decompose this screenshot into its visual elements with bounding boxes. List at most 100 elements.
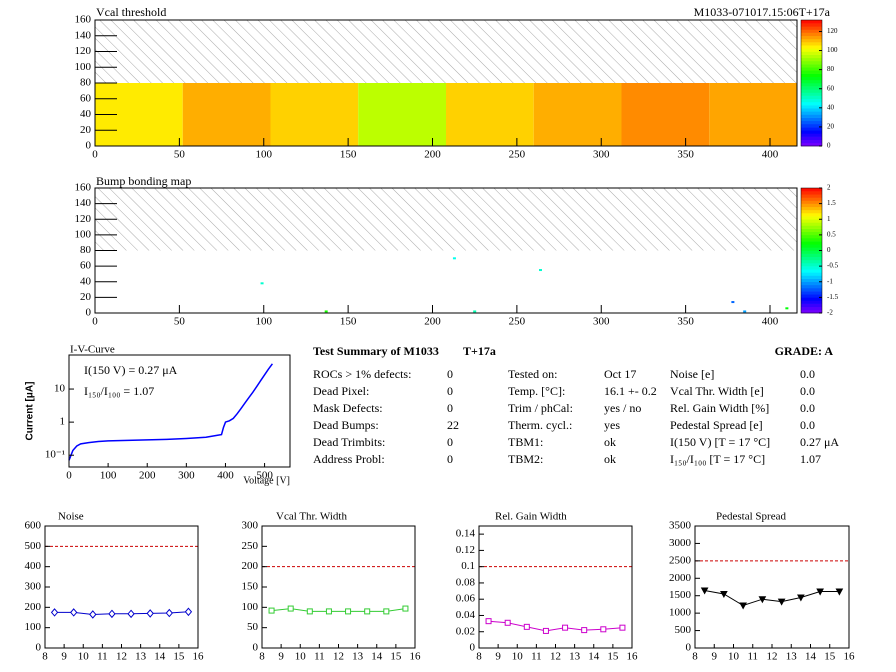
summary-value: ok (604, 435, 616, 449)
x-tick-label: 250 (509, 316, 526, 328)
annotation: I(150 V) = 0.27 μA (84, 363, 178, 377)
marker (345, 608, 352, 615)
bump-pixel (539, 269, 542, 272)
summary-label: Therm. cycl.: (508, 418, 572, 432)
colorbar-step (801, 194, 822, 198)
x-tick-label: 8 (476, 651, 482, 663)
colorbar-step (801, 275, 822, 279)
x-tick-label: 200 (424, 316, 441, 328)
x-tick-label: 10 (728, 651, 740, 663)
colorbar-step (801, 89, 822, 93)
marker (146, 609, 154, 618)
colorbar-step (801, 57, 822, 62)
colorbar-step (801, 222, 822, 226)
summary-label: ROCs > 1% defects: (313, 367, 411, 381)
colorbar-step (801, 86, 822, 90)
marker (835, 588, 844, 596)
colorbar-step (801, 20, 822, 24)
heatmap-cell (621, 83, 710, 146)
y-tick-label: 100 (242, 601, 259, 613)
x-tick-label: 13 (569, 651, 581, 663)
marker (777, 598, 786, 606)
chart-title: Noise (58, 511, 84, 523)
colorbar-step (801, 278, 822, 283)
colorbar-step (801, 127, 822, 131)
colorbar-step (801, 206, 822, 211)
colorbar-step (801, 281, 822, 286)
marker (165, 608, 173, 618)
colorbar-tick-label: 1.5 (827, 199, 836, 207)
colorbar-tick-label: -1 (827, 277, 833, 285)
colorbar-step (801, 133, 822, 137)
marker (50, 608, 59, 617)
summary-value: 16.1 +- 0.2 (604, 384, 657, 398)
chart-title: Vcal threshold (96, 5, 166, 19)
colorbar-step (801, 197, 822, 201)
colorbar-step (801, 48, 822, 52)
colorbar-step (801, 250, 822, 254)
summary-label: Rel. Gain Width [%] (670, 401, 769, 415)
marker (268, 607, 275, 614)
summary-label: Temp. [°C]: (508, 384, 565, 398)
x-tick-label: 12 (767, 651, 778, 663)
y-tick-label: 10⁻¹ (45, 449, 65, 461)
summary-value: 1.07 (800, 452, 821, 466)
x-tick-label: 150 (340, 149, 357, 161)
summary-label: TBM2: (508, 452, 543, 466)
summary-label: Pedestal Spread [e] (670, 418, 763, 432)
y-tick-label: 500 (675, 624, 692, 636)
x-tick-label: 400 (762, 316, 779, 328)
colorbar-step (801, 300, 822, 304)
y-tick-label: 50 (247, 621, 259, 633)
x-tick-label: 200 (424, 149, 441, 161)
y-tick-label: 0.02 (456, 625, 475, 637)
y-tick-label: 100 (75, 61, 92, 73)
summary-title: Test Summary of M1033 (313, 344, 439, 358)
summary-value: 0 (447, 452, 453, 466)
colorbar-step (801, 42, 822, 46)
colorbar-step (801, 225, 822, 229)
summary-value: 22 (447, 418, 459, 432)
x-tick-label: 10 (295, 651, 307, 663)
marker (383, 608, 390, 615)
colorbar-frame (800, 19, 823, 147)
colorbar-step (801, 95, 822, 100)
summary-value: ok (604, 452, 616, 466)
y-tick-label: 120 (75, 213, 92, 225)
colorbar-step (801, 130, 822, 134)
marker (70, 608, 78, 617)
colorbar-tick-label: 100 (827, 46, 838, 54)
x-tick-label: 200 (139, 470, 156, 482)
y-tick-label: 60 (80, 260, 92, 272)
colorbar-step (801, 51, 822, 55)
colorbar-step (801, 120, 822, 125)
summary-value: 0 (447, 401, 453, 415)
x-tick-label: 16 (193, 651, 205, 663)
marker (89, 610, 97, 619)
x-tick-label: 350 (677, 149, 694, 161)
y-tick-label: 80 (80, 77, 92, 89)
y-tick-label: 200 (25, 601, 42, 613)
y-tick-label: 60 (80, 92, 92, 104)
x-tick-label: 9 (278, 651, 284, 663)
x-tick-label: 300 (178, 470, 195, 482)
colorbar-step (801, 241, 822, 245)
x-tick-label: 10 (78, 651, 90, 663)
summary-label: Tested on: (508, 367, 557, 381)
summary-label: Dead Bumps: (313, 418, 379, 432)
x-tick-label: 150 (340, 316, 357, 328)
frame (68, 354, 291, 468)
y-tick-label: 250 (242, 540, 259, 552)
x-tick-label: 14 (154, 651, 166, 663)
colorbar-tick-label: 2 (827, 184, 831, 192)
marker (700, 587, 709, 595)
colorbar-step (801, 108, 822, 112)
heatmap-cell (533, 83, 622, 146)
x-tick-label: 14 (371, 651, 383, 663)
colorbar-step (801, 188, 822, 192)
marker (542, 627, 549, 634)
y-tick-label: 2500 (669, 554, 692, 566)
marker (485, 618, 492, 625)
colorbar-step (801, 45, 822, 49)
colorbar-step (801, 29, 822, 33)
